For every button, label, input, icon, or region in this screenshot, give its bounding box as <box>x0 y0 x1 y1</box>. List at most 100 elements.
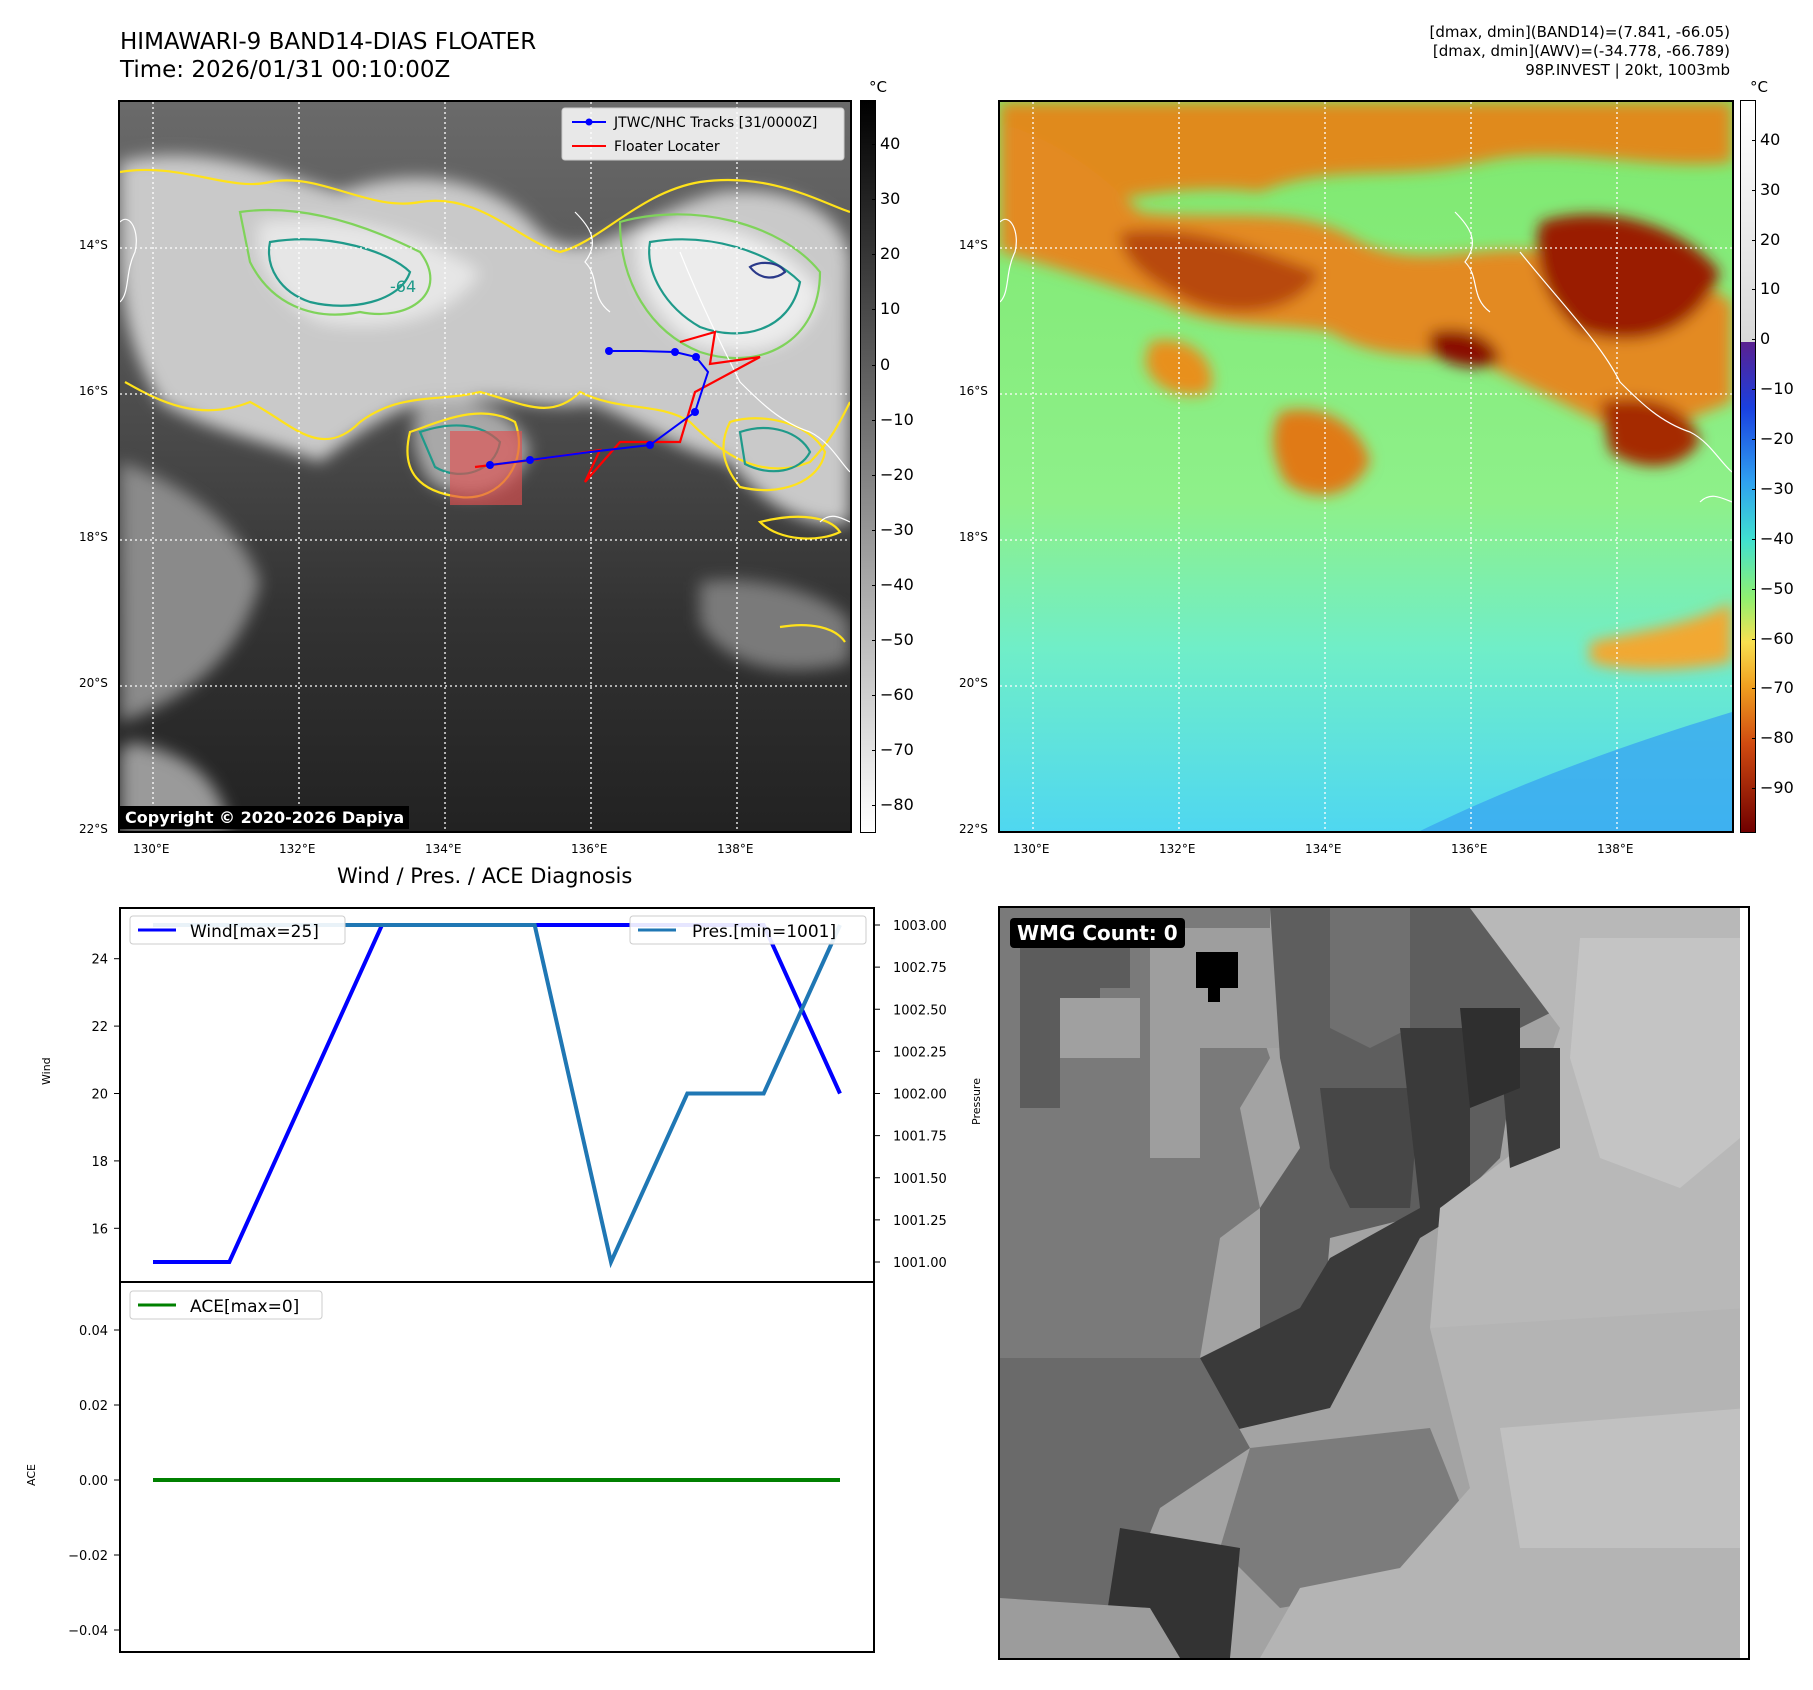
colorbar-tick-label: −20 <box>880 464 914 484</box>
colorbar-tick-label: 30 <box>880 189 901 209</box>
lon-label: 130°E <box>133 842 170 856</box>
band14-map-svg: -64 JTWC/NHC Tracks [31/0000Z] <box>120 102 850 831</box>
colorbar-tick-label: −80 <box>1760 728 1794 748</box>
colorbar-tick <box>872 199 876 201</box>
colorbar-tick-label: 10 <box>880 299 901 319</box>
contour-label: -64 <box>390 277 416 296</box>
gray-colorbar <box>860 100 876 833</box>
colorbar-tick <box>1752 189 1756 191</box>
colorbar-tick-label: −90 <box>1760 778 1794 798</box>
colorbar-tick-label: −10 <box>880 409 914 429</box>
colorbar-tick-label: −10 <box>1760 379 1794 399</box>
colorbar-tick <box>1752 389 1756 391</box>
lat-label: 20°S <box>959 676 988 690</box>
colorbar-tick <box>1752 139 1756 141</box>
ace-tick-label: −0.04 <box>68 1624 108 1639</box>
ace-legend-text: ACE[max=0] <box>190 1297 299 1317</box>
lon-label: 136°E <box>1451 842 1488 856</box>
figure-time: Time: 2026/01/31 00:10:00Z <box>120 57 451 83</box>
colorbar-tick-label: −60 <box>1760 628 1794 648</box>
ace-axes <box>119 1281 875 1653</box>
awv-gridlines <box>1000 102 1732 831</box>
lat-label: 22°S <box>79 822 108 836</box>
colorbar-tick <box>1752 738 1756 740</box>
lon-label: 138°E <box>1597 842 1634 856</box>
lat-label: 18°S <box>79 530 108 544</box>
colorbar-tick-label: 0 <box>880 354 891 374</box>
colorbar-tick-label: 0 <box>1760 329 1771 349</box>
wind-tick-label: 16 <box>91 1222 108 1237</box>
lon-label: 132°E <box>279 842 316 856</box>
pressure-tick-label: 1003.00 <box>893 919 947 934</box>
colorbar-tick <box>872 750 876 752</box>
pressure-tick-label: 1002.50 <box>893 1003 947 1018</box>
colorbar-tick-label: −70 <box>1760 678 1794 698</box>
pressure-tick-label: 1001.00 <box>893 1256 947 1271</box>
wmg-count-badge: WMG Count: 0 <box>1010 918 1185 948</box>
pressure-legend-text: Pres.[min=1001] <box>692 922 836 942</box>
colorbar-tick-label: −40 <box>880 574 914 594</box>
ace-tick-label: 0.04 <box>79 1324 108 1339</box>
colorbar-tick-label: −30 <box>1760 478 1794 498</box>
colorbar-tick <box>872 695 876 697</box>
colorbar-tick-label: −50 <box>880 630 914 650</box>
colorbar-tick-label: 20 <box>880 244 901 264</box>
awv-map-panel <box>998 100 1734 833</box>
lon-label: 132°E <box>1159 842 1196 856</box>
jtwc-track <box>489 350 710 466</box>
gray-colorbar-unit: °C <box>869 78 887 96</box>
pressure-tick-label: 1002.25 <box>893 1045 947 1060</box>
colorbar-tick <box>1752 339 1756 341</box>
moisture-masses <box>1000 102 1732 670</box>
copyright-label: Copyright © 2020-2026 Dapiya <box>120 806 410 829</box>
wind-legend: Wind[max=25] <box>129 915 346 945</box>
colorbar-tick <box>1752 588 1756 590</box>
colorbar-tick-label: −50 <box>1760 578 1794 598</box>
wmg-image <box>1000 908 1748 1658</box>
legend-floater: Floater Locater <box>614 139 720 155</box>
map-gridlines <box>120 102 850 831</box>
colorbar-tick-label: 40 <box>1760 129 1781 149</box>
ace-tick-label: 0.02 <box>79 1399 108 1414</box>
lat-label: 20°S <box>79 676 108 690</box>
lon-label: 136°E <box>571 842 608 856</box>
lat-label: 14°S <box>79 238 108 252</box>
meta-band14: [dmax, dmin](BAND14)=(7.841, -66.05) <box>1429 23 1730 41</box>
awv-coastline <box>1000 211 1732 503</box>
colorbar-tick <box>872 474 876 476</box>
colorbar-tick <box>872 529 876 531</box>
pressure-tick-label: 1001.50 <box>893 1172 947 1187</box>
colorbar-tick-label: −40 <box>1760 528 1794 548</box>
diagnosis-title: Wind / Pres. / ACE Diagnosis <box>337 864 633 888</box>
legend-tracks: JTWC/NHC Tracks [31/0000Z] <box>613 115 817 131</box>
colorbar-tick-label: −80 <box>880 795 914 815</box>
colorbar-tick-label: −70 <box>880 740 914 760</box>
ace-legend: ACE[max=0] <box>129 1290 323 1320</box>
band14-map-panel: -64 JTWC/NHC Tracks [31/0000Z] <box>118 100 852 833</box>
pressure-tick-label: 1002.75 <box>893 961 947 976</box>
map-legend: JTWC/NHC Tracks [31/0000Z] Floater Locat… <box>561 107 845 161</box>
colorbar-tick <box>1752 638 1756 640</box>
pressure-legend: Pres.[min=1001] <box>629 915 867 945</box>
lat-label: 16°S <box>959 384 988 398</box>
jtwc-track-points <box>486 347 700 469</box>
dry-region <box>1420 712 1732 831</box>
lat-label: 18°S <box>959 530 988 544</box>
colorbar-tick <box>872 419 876 421</box>
color-colorbar-unit: °C <box>1750 78 1768 96</box>
colorbar-tick-label: −60 <box>880 685 914 705</box>
ace-tick-label: 0.00 <box>79 1474 108 1489</box>
colorbar-tick <box>872 364 876 366</box>
colorbar-tick <box>1752 239 1756 241</box>
colorbar-tick-label: 10 <box>1760 279 1781 299</box>
colorbar-tick-label: 30 <box>1760 179 1781 199</box>
colorbar-tick <box>872 584 876 586</box>
meta-awv: [dmax, dmin](AWV)=(-34.778, -66.789) <box>1432 42 1730 60</box>
color-colorbar <box>1740 100 1756 833</box>
wind-legend-text: Wind[max=25] <box>190 922 319 942</box>
colorbar-tick <box>872 309 876 311</box>
figure-title: HIMAWARI-9 BAND14-DIAS FLOATER <box>120 29 537 55</box>
colorbar-tick <box>872 254 876 256</box>
lat-label: 16°S <box>79 384 108 398</box>
pressure-tick-label: 1002.00 <box>893 1088 947 1103</box>
